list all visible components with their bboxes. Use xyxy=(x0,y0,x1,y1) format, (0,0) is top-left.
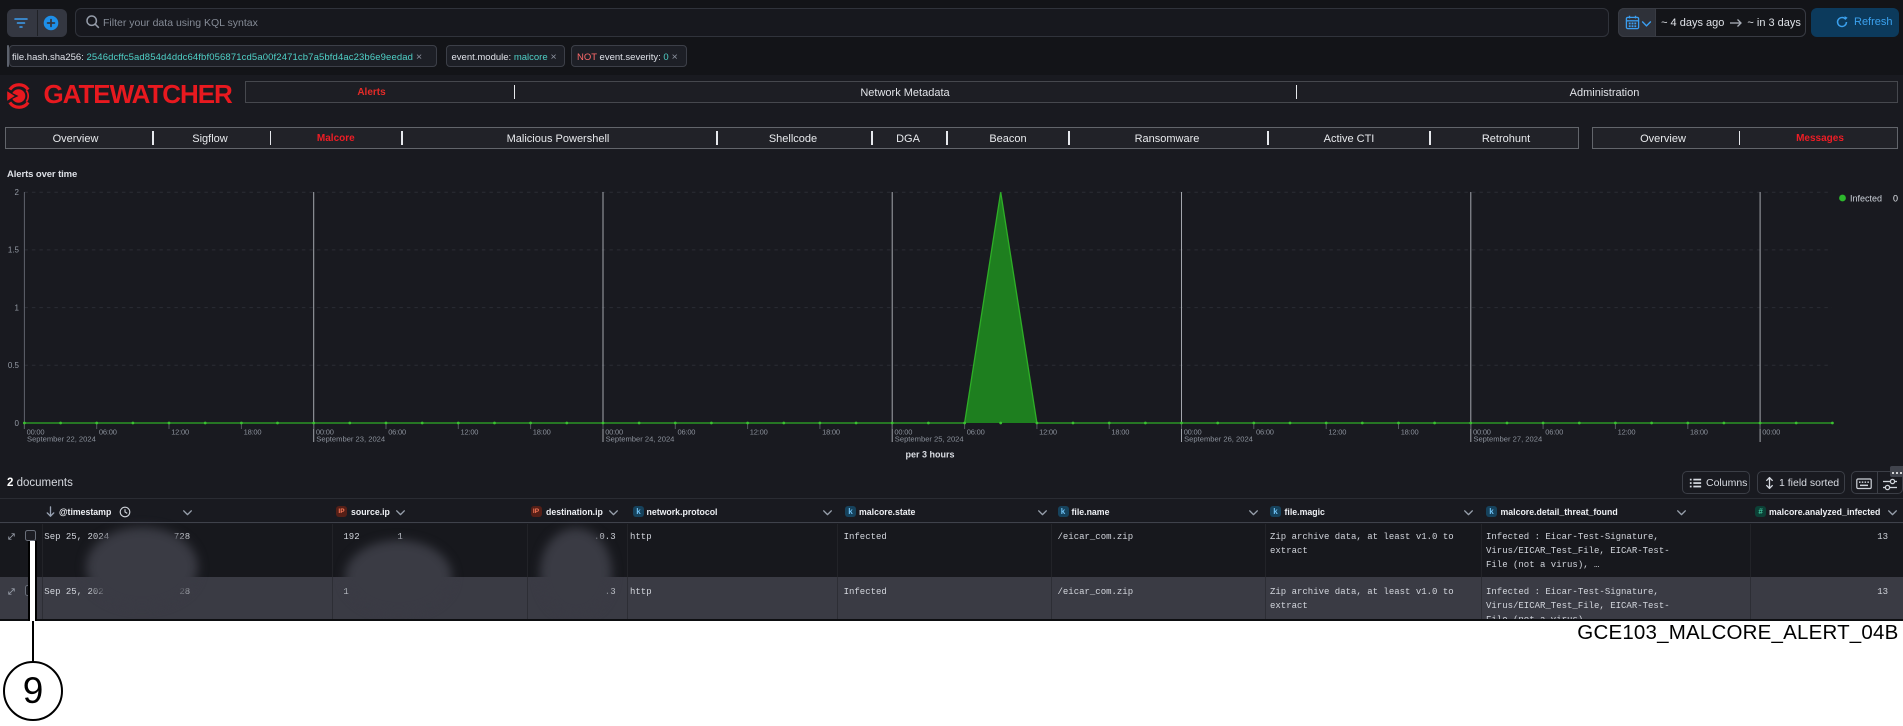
svg-text:12:00: 12:00 xyxy=(1618,428,1636,437)
svg-text:18:00: 18:00 xyxy=(1690,428,1708,437)
svg-text:18:00: 18:00 xyxy=(1111,428,1129,437)
svg-text:per 3 hours: per 3 hours xyxy=(905,450,954,460)
svg-text:12:00: 12:00 xyxy=(171,428,189,437)
svg-text:12:00: 12:00 xyxy=(1039,428,1057,437)
svg-text:06:00: 06:00 xyxy=(1545,428,1563,437)
svg-text:12:00: 12:00 xyxy=(461,428,479,437)
svg-text:September 24, 2024: September 24, 2024 xyxy=(606,435,675,444)
svg-text:0: 0 xyxy=(1893,193,1898,203)
svg-text:0: 0 xyxy=(15,419,20,428)
svg-text:1.5: 1.5 xyxy=(8,246,20,255)
svg-text:06:00: 06:00 xyxy=(1256,428,1274,437)
svg-text:06:00: 06:00 xyxy=(678,428,696,437)
svg-text:1: 1 xyxy=(15,303,20,312)
svg-text:00:00: 00:00 xyxy=(605,428,623,437)
svg-text:00:00: 00:00 xyxy=(1184,428,1202,437)
svg-text:September 26, 2024: September 26, 2024 xyxy=(1184,435,1253,444)
svg-text:00:00: 00:00 xyxy=(316,428,334,437)
svg-text:00:00: 00:00 xyxy=(1762,428,1780,437)
svg-text:00:00: 00:00 xyxy=(894,428,912,437)
svg-text:September 22, 2024: September 22, 2024 xyxy=(27,435,96,444)
svg-text:18:00: 18:00 xyxy=(244,428,262,437)
svg-text:18:00: 18:00 xyxy=(1401,428,1419,437)
svg-text:00:00: 00:00 xyxy=(27,428,45,437)
svg-text:00:00: 00:00 xyxy=(1473,428,1491,437)
svg-text:September 27, 2024: September 27, 2024 xyxy=(1473,435,1542,444)
svg-text:06:00: 06:00 xyxy=(99,428,117,437)
svg-text:September 23, 2024: September 23, 2024 xyxy=(316,435,385,444)
svg-text:September 25, 2024: September 25, 2024 xyxy=(895,435,964,444)
svg-text:06:00: 06:00 xyxy=(967,428,985,437)
svg-text:12:00: 12:00 xyxy=(750,428,768,437)
svg-text:06:00: 06:00 xyxy=(388,428,406,437)
svg-text:2: 2 xyxy=(15,188,20,197)
svg-text:18:00: 18:00 xyxy=(822,428,840,437)
svg-text:Infected: Infected xyxy=(1850,193,1882,203)
svg-text:12:00: 12:00 xyxy=(1328,428,1346,437)
svg-text:18:00: 18:00 xyxy=(533,428,551,437)
svg-text:0.5: 0.5 xyxy=(8,361,20,370)
